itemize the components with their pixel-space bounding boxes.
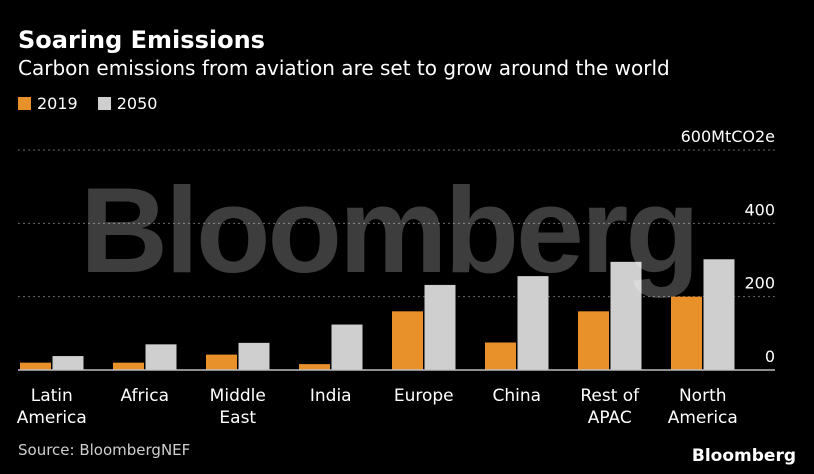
x-tick-label-line: America [668, 408, 738, 428]
bar-2019-7 [671, 296, 702, 370]
x-tick-label-1: Africa [121, 386, 170, 406]
x-tick-label-line: Middle [210, 386, 266, 406]
chart-title: Soaring Emissions [18, 26, 265, 54]
bar-2050-1 [145, 344, 177, 370]
bar-2019-5 [485, 342, 516, 370]
legend-label-2050: 2050 [116, 94, 158, 113]
x-tick-label-line: Europe [394, 386, 454, 406]
bar-2019-4 [392, 311, 423, 370]
y-tick-label-600: 600MtCO2e [681, 127, 775, 146]
bar-2050-0 [52, 356, 84, 370]
bar-2050-6 [610, 261, 642, 370]
y-tick-label-0: 0 [765, 347, 775, 366]
legend-item-2019: 2019 [18, 94, 78, 113]
bloomberg-logo: Bloomberg [691, 446, 796, 466]
x-tick-label-line: Africa [121, 386, 170, 406]
bar-2050-4 [424, 284, 456, 370]
x-tick-label-line: APAC [588, 408, 632, 428]
x-tick-label-line: North [679, 386, 727, 406]
x-tick-label-0: Latin America [17, 386, 87, 428]
x-tick-label-line: America [17, 408, 87, 428]
bar-2050-3 [331, 324, 363, 370]
bar-2019-3 [299, 364, 330, 370]
bar-2050-5 [517, 276, 549, 370]
grid-layer [18, 149, 775, 298]
x-tick-label-line: India [310, 386, 352, 406]
bar-2019-0 [20, 362, 51, 370]
chart-legend: 2019 2050 [18, 94, 177, 113]
x-tick-label-line: Rest of [580, 386, 640, 406]
x-tick-label-4: Europe [394, 386, 454, 406]
bar-2019-2 [206, 354, 237, 370]
chart-subtitle: Carbon emissions from aviation are set t… [18, 56, 670, 80]
legend-item-2050: 2050 [97, 94, 158, 113]
bar-layer [20, 259, 735, 370]
source-note: Source: BloombergNEF [18, 441, 191, 459]
legend-label-2019: 2019 [37, 94, 78, 113]
bar-2019-6 [578, 311, 609, 370]
x-tick-label-7: North America [668, 386, 738, 428]
legend-swatch-2050 [97, 97, 111, 110]
x-tick-label-line: East [219, 408, 256, 428]
x-tick-label-line: Latin [31, 386, 73, 406]
bar-2050-7 [703, 259, 735, 370]
x-tick-label-3: India [310, 386, 352, 406]
bar-2019-1 [113, 362, 144, 370]
x-tick-label-line: China [492, 386, 541, 406]
bar-2050-2 [238, 342, 270, 370]
x-tick-label-6: Rest of APAC [580, 386, 640, 428]
x-tick-label-5: China [492, 386, 541, 406]
y-tick-label-200: 200 [744, 274, 775, 293]
legend-swatch-2019 [18, 97, 31, 110]
y-tick-label-400: 400 [744, 200, 775, 219]
x-tick-label-2: Middle East [210, 386, 266, 428]
